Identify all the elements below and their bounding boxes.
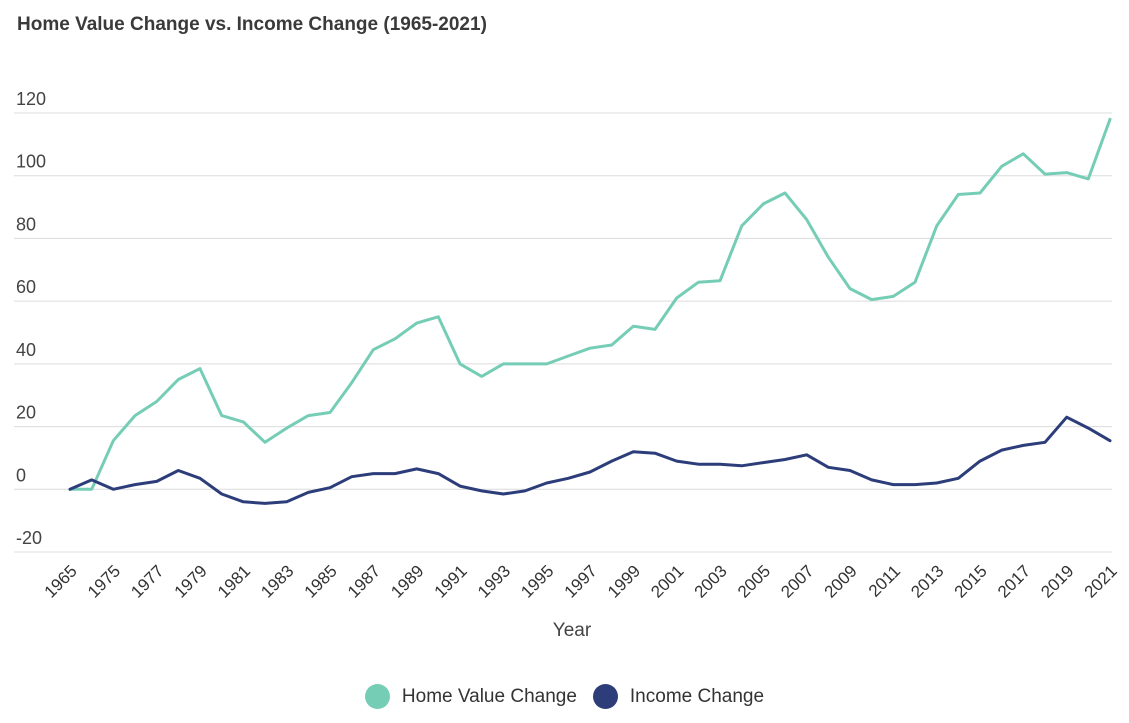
series-line-income <box>68 415 1112 505</box>
x-tick-label: 2011 <box>865 561 904 600</box>
y-tick-label: -20 <box>16 528 42 548</box>
x-tick-label: 1987 <box>344 561 384 601</box>
x-tick-label: 1999 <box>604 561 644 601</box>
x-tick-label: 2013 <box>907 561 947 601</box>
legend-swatch-home-value <box>364 684 390 709</box>
legend-label-home-value: Home Value Change <box>401 685 577 707</box>
legend-item-income[interactable]: Income Change <box>592 684 765 709</box>
y-tick-label: 60 <box>16 277 36 297</box>
x-tick-label: 1975 <box>84 561 124 601</box>
x-tick-label: 1981 <box>214 561 254 601</box>
x-tick-label: 2009 <box>821 561 861 601</box>
x-tick-label: 1977 <box>127 561 167 601</box>
y-tick-label: 120 <box>16 89 46 109</box>
legend: Home Value Change Income Change <box>0 684 1129 709</box>
x-tick-label: 2005 <box>734 561 774 601</box>
x-tick-label: 2017 <box>994 561 1034 601</box>
y-axis-ticks: -20 0 20 40 60 80 100 120 <box>16 89 46 548</box>
x-tick-label: 1985 <box>301 561 341 601</box>
x-tick-label: 1989 <box>387 561 427 601</box>
y-tick-label: 100 <box>16 152 46 172</box>
y-tick-label: 0 <box>16 465 26 485</box>
x-axis-ticks: 1965 1975 1977 1979 1981 1983 1985 1987 1989 1991… <box>41 561 1121 601</box>
x-tick-label: 2007 <box>777 561 817 601</box>
x-tick-label: 1995 <box>517 561 557 601</box>
x-tick-label: 1997 <box>561 561 601 601</box>
y-tick-label: 40 <box>16 340 36 360</box>
x-tick-label: 1965 <box>41 561 81 601</box>
x-tick-label: 1983 <box>257 561 297 601</box>
legend-label-income: Income Change <box>629 685 765 707</box>
y-tick-label: 20 <box>16 403 36 423</box>
series-line-home-value <box>68 117 1112 491</box>
chart-title: Home Value Change vs. Income Change (196… <box>17 14 487 35</box>
x-tick-label: 1991 <box>431 561 471 601</box>
gridlines <box>14 112 1112 553</box>
x-tick-label: 2021 <box>1081 561 1121 601</box>
x-tick-label: 1993 <box>474 561 514 601</box>
series-lines <box>68 117 1112 505</box>
x-tick-label: 2015 <box>951 561 991 601</box>
y-tick-label: 80 <box>16 214 36 234</box>
x-tick-label: 2001 <box>647 561 687 601</box>
x-tick-label: 2003 <box>691 561 731 601</box>
legend-swatch-income <box>592 684 618 709</box>
legend-item-home-value[interactable]: Home Value Change <box>364 684 577 709</box>
x-axis-label: Year <box>553 620 592 641</box>
x-tick-label: 1979 <box>171 561 211 601</box>
x-tick-label: 2019 <box>1037 561 1077 601</box>
